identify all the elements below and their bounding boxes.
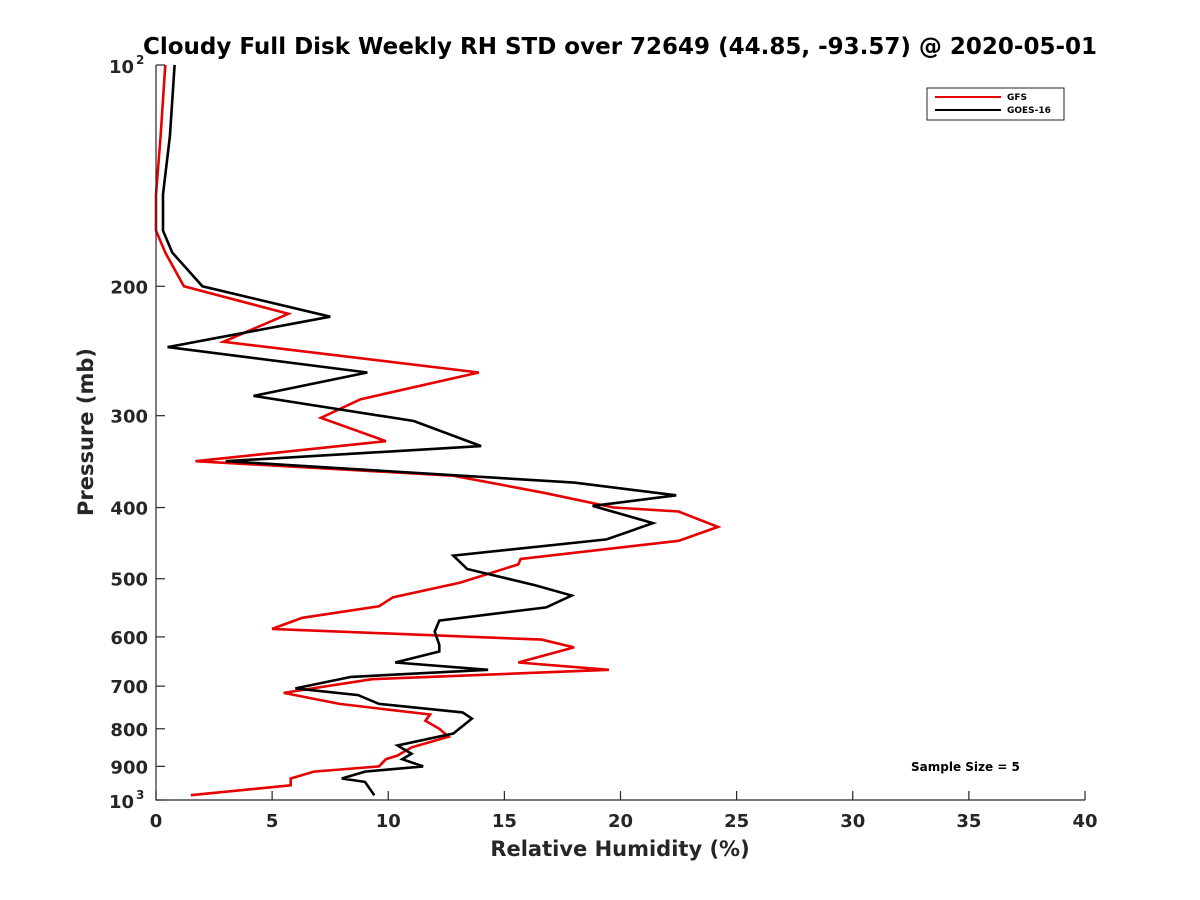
chart-title: Cloudy Full Disk Weekly RH STD over 7264…	[143, 34, 1097, 60]
x-tick-label: 40	[1072, 811, 1097, 832]
y-tick-label: 200	[110, 277, 148, 298]
y-tick-label-base: 10	[109, 792, 134, 813]
y-tick-label: 300	[110, 407, 148, 428]
plot-area	[154, 64, 1085, 801]
y-tick-label-exponent: 3	[136, 788, 144, 802]
axis-lines	[155, 65, 1085, 801]
x-tick-label: 35	[956, 811, 981, 832]
x-tick-label: 25	[724, 811, 749, 832]
y-tick-label: 700	[110, 677, 148, 698]
x-tick-label: 30	[840, 811, 865, 832]
legend: GFS GOES-16	[926, 87, 1065, 121]
y-tick-label: 400	[110, 499, 148, 520]
x-tick-label: 10	[376, 811, 401, 832]
y-tick-label: 500	[110, 570, 148, 591]
series-line-gfs	[154, 64, 722, 797]
legend-box	[926, 87, 1065, 121]
series-layer	[154, 64, 722, 797]
y-tick-label: 900	[110, 757, 148, 778]
x-axis-label: Relative Humidity (%)	[490, 837, 749, 861]
y-axis-label: Pressure (mb)	[74, 348, 98, 516]
y-tick-label: 800	[110, 720, 148, 741]
sample-size-annotation: Sample Size = 5	[911, 760, 1020, 774]
series-line-goes16	[161, 64, 677, 796]
x-tick-label: 5	[266, 811, 279, 832]
y-tick-label-base: 10	[109, 57, 134, 78]
x-tick-label: 15	[492, 811, 517, 832]
x-axis-ticks: 0 5 10 15 20 25 30 35 40	[150, 791, 1098, 832]
x-tick-label: 20	[608, 811, 633, 832]
legend-label-goes16: GOES-16	[1007, 106, 1051, 116]
legend-label-gfs: GFS	[1007, 93, 1027, 103]
y-tick-label: 600	[110, 628, 148, 649]
x-tick-label: 0	[150, 811, 163, 832]
y-tick-label-exponent: 2	[136, 53, 144, 67]
